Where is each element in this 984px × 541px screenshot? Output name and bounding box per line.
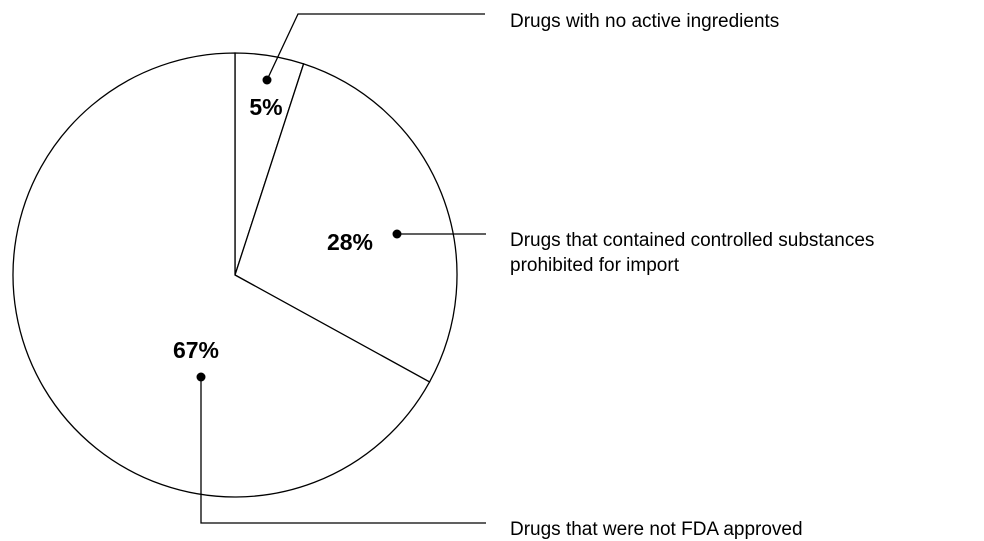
slice-category-label: Drugs with no active ingredients [510,11,779,32]
callout-dot [392,229,402,239]
callout-leader-line [266,13,485,81]
pie-callouts: 5% Drugs with no active ingredients 28% Dru… [173,11,874,540]
callout-dot [196,372,206,382]
pie-slice-3 [12,52,431,498]
callout-leader-line [200,377,486,524]
slice-percent-label: 67% [173,337,219,363]
slice-category-label: Drugs that contained controlled substanc… [510,230,874,251]
pie-slice-2 [234,63,458,383]
slice-percent-label: 5% [249,94,282,120]
pie-slices [12,52,458,498]
slice-percent-label: 28% [327,229,373,255]
slice-category-label: Drugs that were not FDA approved [510,519,803,540]
callout-dot [262,75,272,85]
slice-category-label: prohibited for import [510,255,680,276]
